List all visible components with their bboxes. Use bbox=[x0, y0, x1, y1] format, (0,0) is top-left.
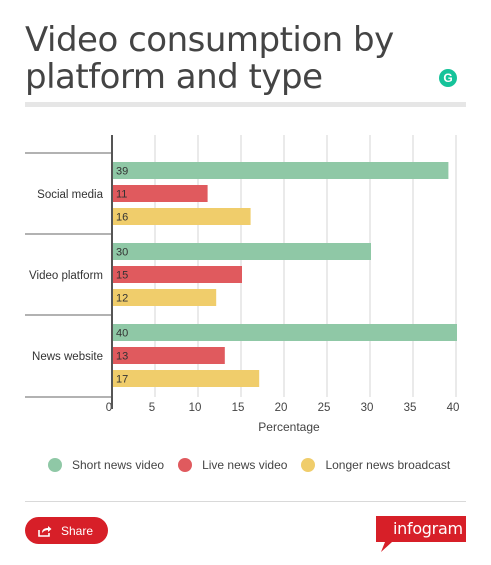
x-tick-label: 15 bbox=[232, 402, 245, 414]
share-button[interactable]: Share bbox=[25, 517, 108, 544]
x-tick-label: 30 bbox=[361, 402, 374, 414]
grammarly-icon[interactable]: G bbox=[439, 69, 457, 87]
title-divider bbox=[25, 102, 466, 107]
bar-value-label: 11 bbox=[116, 189, 127, 201]
legend-item-longer[interactable]: Longer news broadcast bbox=[301, 458, 450, 472]
bar-chart: 39 11 16 30 15 12 40 13 17 0 5 10 15 20 25 30 35 40 Socia… bbox=[25, 135, 459, 434]
legend-swatch bbox=[48, 458, 62, 472]
bars: 39 11 16 30 15 12 40 13 17 bbox=[113, 162, 457, 387]
legend: Short news video Live news video Longer … bbox=[48, 458, 464, 472]
share-label: Share bbox=[61, 523, 94, 538]
bar-value-label: 15 bbox=[116, 270, 128, 282]
x-tick-label: 25 bbox=[318, 402, 331, 414]
legend-swatch bbox=[178, 458, 193, 472]
bar bbox=[113, 324, 457, 341]
x-tick-label: 10 bbox=[189, 402, 202, 414]
bar bbox=[113, 289, 217, 306]
legend-item-live[interactable]: Live news video bbox=[178, 458, 287, 472]
infogram-logo[interactable] bbox=[368, 516, 466, 552]
bar-value-label: 12 bbox=[116, 293, 128, 305]
bar bbox=[113, 347, 225, 364]
bar-value-label: 30 bbox=[116, 247, 128, 259]
brand-label: infogram bbox=[393, 519, 463, 538]
bar bbox=[113, 266, 242, 283]
x-tick-label: 5 bbox=[149, 402, 155, 414]
x-tick-label: 0 bbox=[106, 402, 112, 414]
legend-swatch bbox=[301, 458, 316, 472]
chart-title: Video consumption by platform and type bbox=[25, 20, 394, 97]
footer-divider bbox=[25, 501, 466, 502]
bar-value-label: 16 bbox=[116, 212, 128, 224]
bar-value-label: 17 bbox=[116, 374, 128, 386]
bar bbox=[113, 185, 208, 202]
x-axis-label: Percentage bbox=[258, 420, 320, 434]
share-icon bbox=[38, 525, 52, 537]
bar-value-label: 13 bbox=[116, 351, 128, 363]
axes: 0 5 10 15 20 25 30 35 40 Social media Video platfo… bbox=[25, 135, 459, 414]
legend-item-short[interactable]: Short news video bbox=[48, 458, 164, 472]
category-label: News website bbox=[32, 351, 103, 363]
bar bbox=[113, 370, 260, 387]
category-label: Video platform bbox=[29, 270, 103, 282]
legend-label: Longer news broadcast bbox=[325, 458, 451, 472]
legend-label: Short news video bbox=[72, 458, 165, 472]
bar bbox=[113, 162, 449, 179]
category-label: Social media bbox=[37, 189, 103, 201]
legend-label: Live news video bbox=[202, 458, 288, 472]
x-tick-label: 35 bbox=[404, 402, 417, 414]
bar-value-label: 40 bbox=[116, 328, 128, 340]
x-tick-label: 20 bbox=[275, 402, 288, 414]
bar bbox=[113, 208, 251, 225]
bar bbox=[113, 243, 371, 260]
x-tick-label: 40 bbox=[447, 402, 460, 414]
bar-value-label: 39 bbox=[116, 166, 128, 178]
